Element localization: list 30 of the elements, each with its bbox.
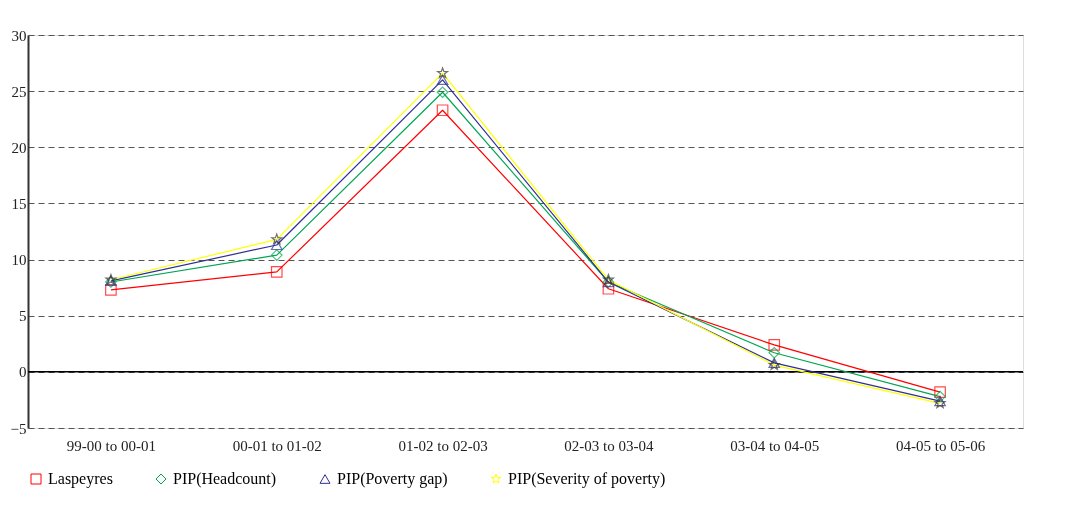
point: [270, 266, 283, 278]
point: [436, 74, 449, 86]
y-tick-label: 20: [11, 139, 27, 156]
x-tick-label: 04-05 to 05-06: [896, 437, 986, 454]
x-tick-label: 02-03 to 03-04: [564, 437, 654, 454]
y-tick-label: 25: [11, 83, 27, 100]
x-tick-label: 00-01 to 01-02: [232, 437, 322, 454]
point: [768, 346, 781, 359]
point: [436, 104, 449, 117]
legend-label: Laspeyres: [48, 470, 113, 488]
y-tick-label: −5: [10, 420, 27, 437]
point: [270, 249, 283, 261]
point: [105, 284, 117, 296]
x-tick-label: 03-04 to 04-05: [730, 437, 820, 454]
point: [270, 239, 283, 251]
y-tick-label: 5: [19, 308, 27, 325]
point: [768, 339, 781, 351]
point: [436, 86, 449, 99]
legend-label: PIP(Headcount): [173, 470, 277, 488]
legend-label: PIP(Severity of poverty): [508, 470, 666, 488]
y-tick-label: 15: [11, 195, 27, 212]
point: [934, 390, 946, 403]
point: [934, 386, 946, 398]
legend-label: PIP(Poverty gap): [337, 470, 448, 488]
point: [602, 282, 615, 295]
x-tick-label: 01-02 to 02-03: [398, 437, 488, 454]
y-tick-label: 0: [19, 364, 27, 381]
x-tick-label: 99-00 to 00-01: [66, 437, 156, 454]
y-tick-label: 10: [11, 252, 27, 269]
y-tick-label: 30: [11, 27, 27, 44]
